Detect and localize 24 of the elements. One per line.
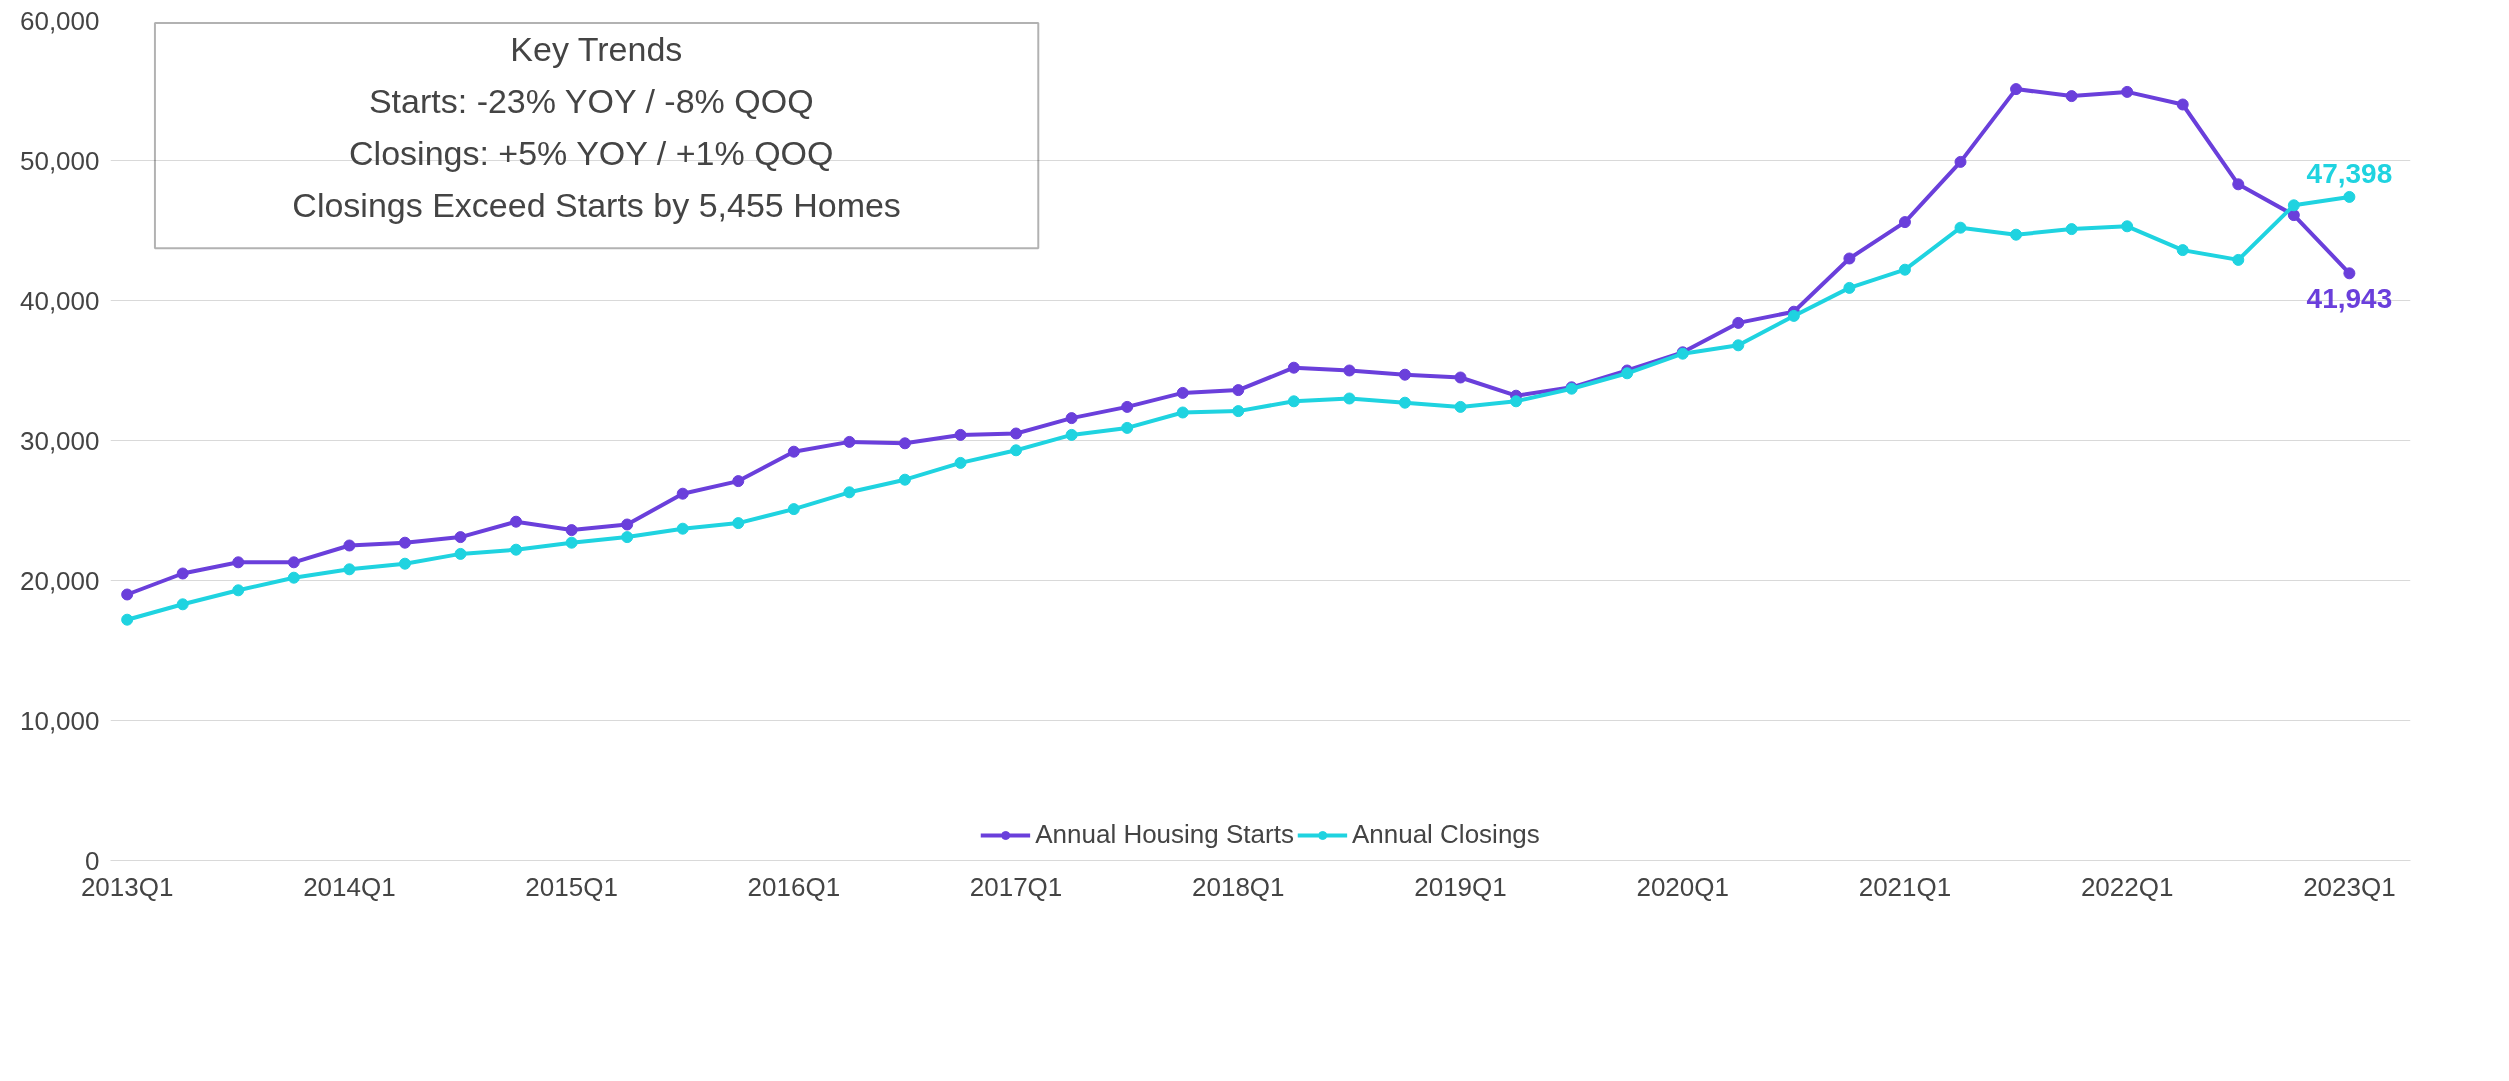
x-tick-label: 2014Q1 [303,871,396,902]
x-tick-label: 2020Q1 [1636,871,1729,902]
data-label: 41,943 [2306,283,2393,315]
annotation: Key Trends [510,29,683,68]
y-tick-label: 30,000 [19,425,100,456]
y-tick-label: 10,000 [19,705,100,736]
y-tick-label: 20,000 [19,565,100,596]
x-tick-label: 2015Q1 [525,871,618,902]
x-tick-label: 2023Q1 [2303,871,2396,902]
y-tick-label: 40,000 [19,285,100,316]
annotation: Starts: -23% YOY / -8% QOQ [368,81,814,120]
x-tick-label: 2021Q1 [1858,871,1952,902]
x-tick-label: 2018Q1 [1192,871,1285,902]
x-tick-label: 2022Q1 [2080,871,2174,902]
annotation: Closings Exceed Starts by 5,455 Homes [292,185,901,224]
x-tick-label: 2017Q1 [969,871,1063,902]
y-tick-label: 60,000 [19,5,100,36]
y-tick-label: 50,000 [19,145,100,176]
legend-label: Annual Housing Starts [1035,819,1294,850]
x-tick-label: 2016Q1 [747,871,841,902]
legend-label: Annual Closings [1351,819,1540,850]
data-label: 47,398 [2306,157,2393,189]
x-tick-label: 2019Q1 [1414,871,1507,902]
annotation: Closings: +5% YOY / +1% QOQ [349,133,834,172]
